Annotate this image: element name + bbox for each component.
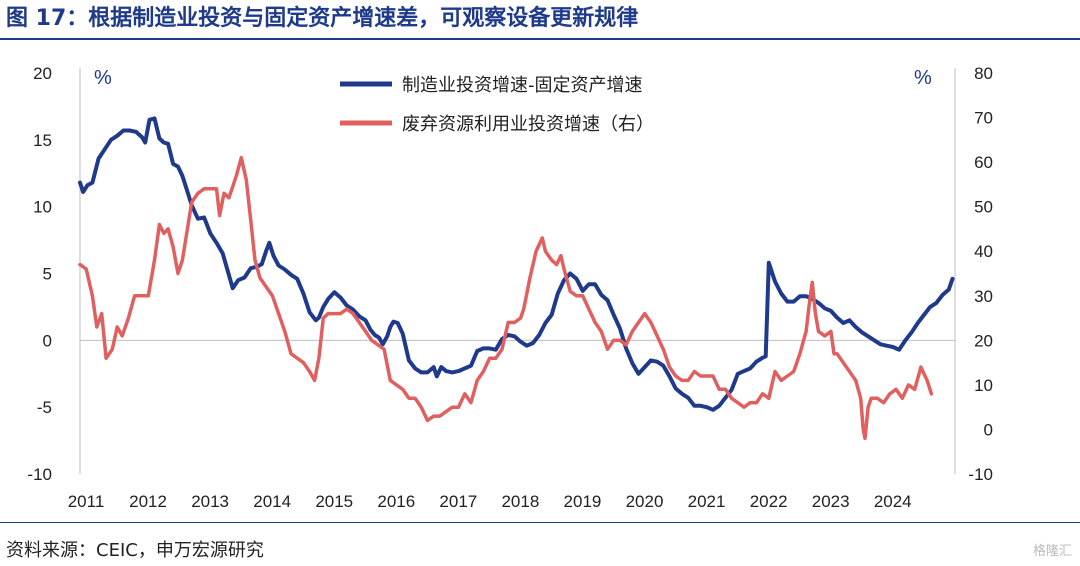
- x-tick-label: 2011: [68, 492, 105, 511]
- right-tick-label: 10: [974, 376, 993, 395]
- right-tick-label: -10: [968, 465, 993, 484]
- left-tick-label: -5: [37, 398, 52, 417]
- left-tick-label: 5: [43, 265, 52, 284]
- right-tick-label: 40: [974, 242, 993, 261]
- x-tick-label: 2022: [750, 492, 788, 511]
- x-tick-label: 2017: [439, 492, 477, 511]
- series-line-waste-recycling: [78, 155, 934, 441]
- source-note: 资料来源：CEIC，申万宏源研究: [6, 540, 264, 561]
- watermark-text: 格隆汇: [1032, 544, 1072, 559]
- left-tick-label: -10: [27, 465, 52, 484]
- page-title: 图 17：根据制造业投资与固定资产增速差，可观察设备更新规律: [6, 6, 639, 31]
- right-tick-label: 50: [974, 198, 993, 217]
- right-tick-label: 60: [974, 153, 993, 172]
- x-tick-label: 2018: [501, 492, 539, 511]
- x-tick-label: 2016: [377, 492, 415, 511]
- left-tick-label: 20: [33, 64, 52, 83]
- right-tick-label: 0: [984, 420, 993, 439]
- x-tick-label: 2014: [253, 492, 291, 511]
- legend-label: 制造业投资增速-固定资产增速: [402, 75, 643, 96]
- left-tick-label: 15: [33, 131, 52, 150]
- right-tick-label: 20: [974, 331, 993, 350]
- x-tick-label: 2013: [191, 492, 229, 511]
- series-line-manufacturing-spread: [78, 116, 955, 412]
- x-tick-label: 2019: [564, 492, 602, 511]
- x-tick-label: 2023: [812, 492, 850, 511]
- left-tick-label: 10: [33, 198, 52, 217]
- x-tick-label: 2021: [688, 492, 726, 511]
- x-tick-label: 2024: [874, 492, 912, 511]
- chart-series: [78, 116, 955, 441]
- legend-label: 废弃资源利用业投资增速（右）: [402, 114, 654, 135]
- right-tick-label: 70: [974, 109, 993, 128]
- x-tick-label: 2020: [626, 492, 664, 511]
- x-tick-label: 2015: [315, 492, 353, 511]
- right-axis-unit: %: [914, 67, 932, 89]
- left-tick-label: 0: [43, 331, 52, 350]
- right-tick-label: 80: [974, 64, 993, 83]
- title-divider: [0, 38, 1080, 40]
- right-tick-label: 30: [974, 287, 993, 306]
- source-divider: [0, 522, 1080, 523]
- left-axis-unit: %: [94, 67, 112, 89]
- x-tick-label: 2012: [129, 492, 167, 511]
